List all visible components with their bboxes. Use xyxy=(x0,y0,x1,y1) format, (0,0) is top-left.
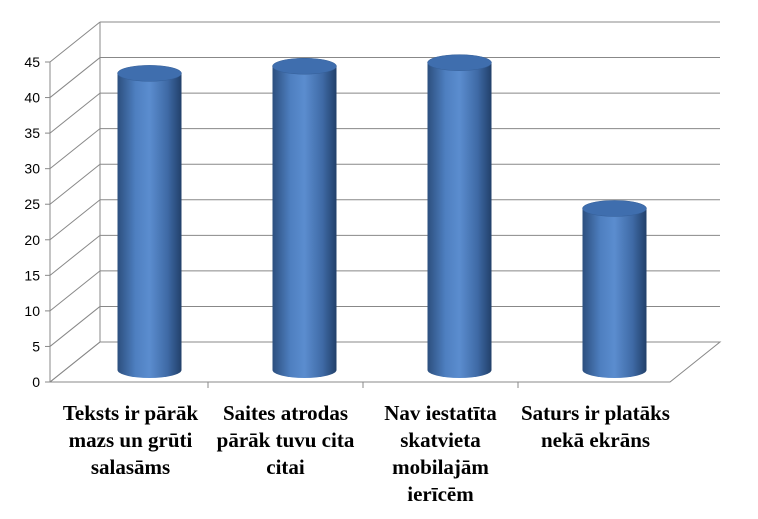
gridline-side-10 xyxy=(49,270,101,312)
bar-body-3 xyxy=(427,62,492,379)
bar-top-1 xyxy=(117,65,182,82)
y-axis-ticks: 0 5 10 15 20 25 30 35 40 45 xyxy=(24,54,40,390)
y-tick-label-40: 40 xyxy=(24,90,40,106)
gridline-side-0 xyxy=(49,341,101,383)
y-tick-label-30: 30 xyxy=(24,161,40,177)
category-label-3: Nav iestatīta skatvieta mobilajām ierīcē… xyxy=(384,401,497,506)
gridline-side-5 xyxy=(49,306,101,347)
y-tick-label-5: 5 xyxy=(32,338,40,354)
bar-body-4 xyxy=(582,208,647,378)
bar-4 xyxy=(582,200,647,378)
y-tick-label-15: 15 xyxy=(24,267,40,283)
bar-top-2 xyxy=(272,57,337,75)
gridline-side-25 xyxy=(49,163,101,205)
bar-body-1 xyxy=(117,73,182,378)
y-tick-label-25: 25 xyxy=(24,196,40,212)
gridline-side-45 xyxy=(49,21,101,63)
gridline-side-15 xyxy=(49,234,101,276)
bar-top-4 xyxy=(582,200,647,217)
category-label-2: Saites atrodas pārāk tuvu cita citai xyxy=(216,401,355,479)
y-tick-label-10: 10 xyxy=(24,303,40,319)
bars xyxy=(117,54,647,379)
gridline-side-30 xyxy=(49,128,101,170)
bar-2 xyxy=(272,57,337,378)
bar-top-3 xyxy=(427,54,492,71)
category-label-1: Teksts ir pārāk mazs un grūti salasāms xyxy=(62,401,199,479)
y-tick-label-45: 45 xyxy=(24,54,40,70)
bar-body-2 xyxy=(272,66,337,378)
bar-3 xyxy=(427,54,492,379)
bar-1 xyxy=(117,65,182,378)
gridline-side-20 xyxy=(49,199,101,241)
y-tick-label-35: 35 xyxy=(24,125,40,141)
y-tick-label-0: 0 xyxy=(32,374,40,390)
gridline-side-40 xyxy=(49,57,101,98)
category-label-4: Saturs ir platāks nekā ekrāns xyxy=(521,401,670,452)
y-tick-label-20: 20 xyxy=(24,232,40,248)
gridline-side-35 xyxy=(49,92,101,134)
